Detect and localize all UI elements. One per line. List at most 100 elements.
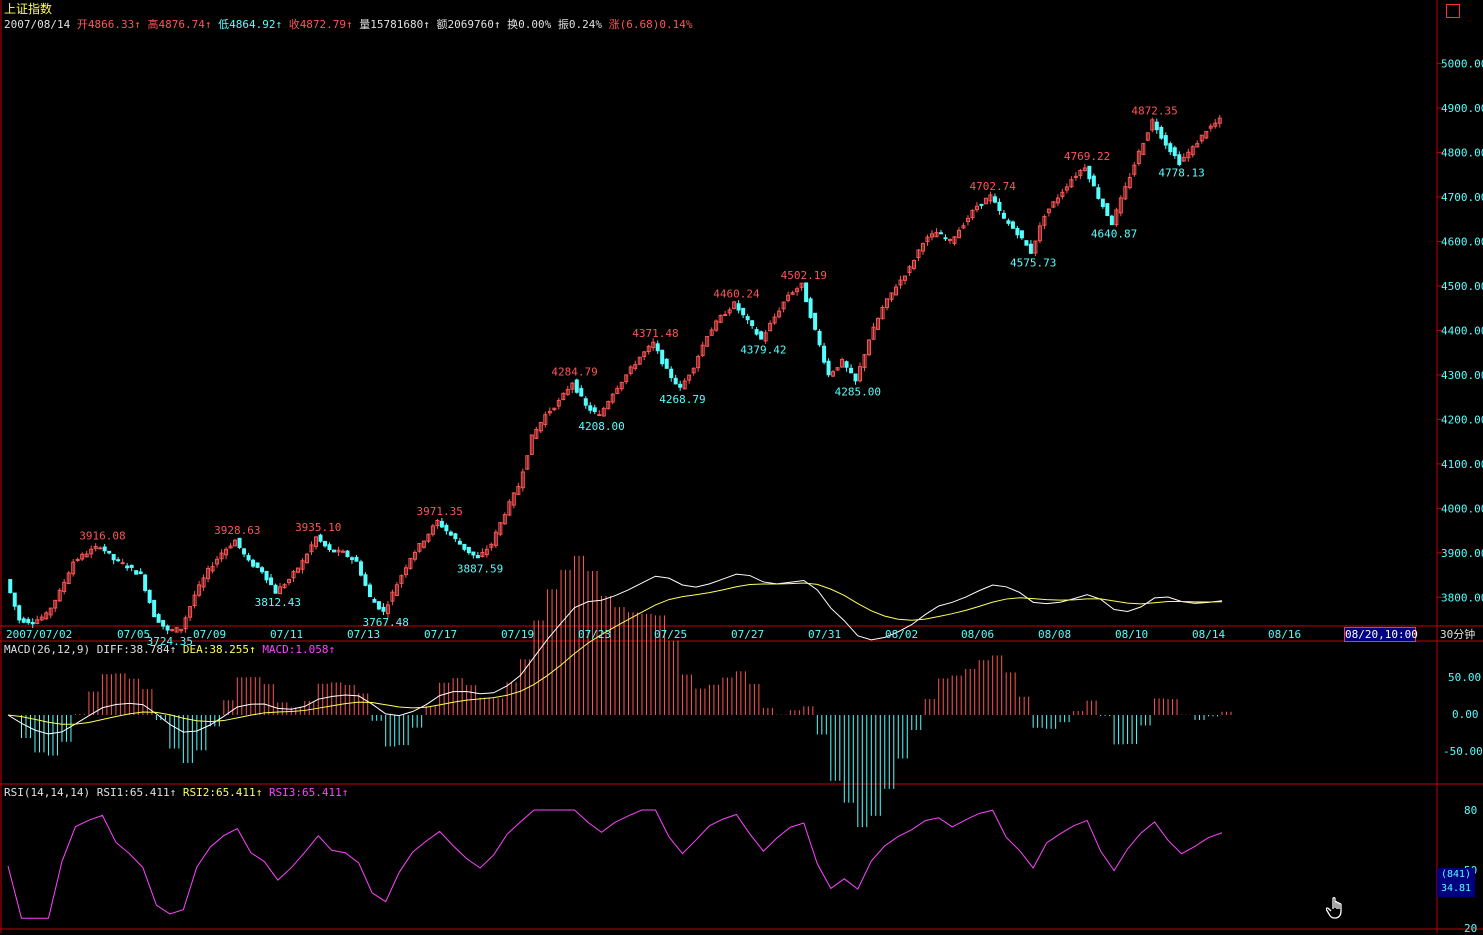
candle-body: [12, 592, 17, 607]
candle-body: [376, 601, 381, 610]
candle-body: [57, 589, 62, 602]
low-price-label: 4268.79: [659, 393, 705, 406]
candle-body: [520, 471, 525, 489]
candle-body: [1087, 165, 1092, 180]
price-tick-label: 3900.00: [1441, 547, 1483, 560]
candle-body: [691, 367, 696, 374]
candle-body: [358, 561, 363, 576]
candle-body: [678, 383, 683, 388]
date-tick-label: 08/10: [1115, 628, 1149, 641]
open-label: 开: [76, 18, 88, 31]
candle-body: [826, 360, 831, 376]
candle-body: [246, 554, 251, 561]
candle-body: [768, 322, 773, 332]
low-price-label: 4379.42: [740, 344, 786, 357]
candle-body: [831, 371, 836, 377]
window-toggle-icon[interactable]: [1446, 4, 1460, 18]
candle-body: [718, 314, 723, 323]
low-price-label: 3887.59: [457, 562, 503, 575]
period-label[interactable]: 30分钟: [1440, 628, 1476, 641]
candle-body: [687, 374, 692, 381]
candle-body: [660, 349, 665, 365]
candle-body: [952, 236, 957, 244]
rsi-title: RSI(14,14,14): [4, 786, 91, 799]
candle-body: [929, 233, 934, 238]
candle-body: [610, 393, 615, 403]
candle-body: [867, 339, 872, 356]
candle-body: [462, 543, 467, 550]
date-tick-label: 08/02: [885, 628, 919, 641]
candle-body: [170, 629, 175, 632]
candle-body: [260, 567, 265, 573]
candle-body: [912, 259, 917, 269]
candle-body: [552, 407, 557, 411]
candle-body: [1001, 212, 1006, 219]
candle-body: [619, 381, 624, 390]
candle-body: [417, 542, 422, 552]
price-tick-label: 3800.00: [1441, 591, 1483, 604]
candle-body: [129, 564, 134, 569]
change-value: (6.68)0.14%: [619, 18, 693, 31]
candle-body: [1132, 164, 1137, 175]
candle-body: [390, 591, 395, 602]
candle-body: [93, 545, 98, 550]
candle-body: [345, 550, 350, 557]
low-value: 4864.92: [229, 18, 276, 31]
candle-body: [502, 514, 507, 525]
candle-body: [988, 194, 993, 202]
candle-body: [651, 341, 656, 349]
open-value: 4866.33: [87, 18, 135, 31]
candle-body: [1123, 186, 1128, 200]
candle-body: [628, 366, 633, 374]
candle-body: [858, 366, 863, 382]
candle-body: [759, 331, 764, 340]
candle-body: [1010, 221, 1015, 229]
macd-dea: DEA:38.255: [182, 643, 250, 656]
candle-body: [1033, 240, 1038, 254]
price-tick-label: 4900.00: [1441, 102, 1483, 115]
candle-body: [354, 556, 359, 562]
high-price-label: 3935.10: [295, 521, 341, 534]
candle-body: [1015, 228, 1020, 236]
candle-body: [242, 548, 247, 555]
volume-value: 15781680: [370, 18, 424, 31]
candle-body: [48, 607, 53, 616]
candle-body: [633, 364, 638, 369]
macd-tick-50: 50.00: [1448, 671, 1482, 684]
candle-body: [516, 486, 521, 495]
candle-body: [709, 329, 714, 336]
rsi3-value: RSI3:65.411: [268, 786, 342, 799]
candle-body: [89, 548, 94, 555]
candle-body: [1172, 147, 1177, 157]
candle-body: [188, 606, 193, 618]
quote-date: 2007/08/14: [4, 18, 71, 31]
date-tick-label: 07/27: [731, 628, 765, 641]
macd-tick-neg50: -50.00: [1443, 745, 1483, 758]
candle-body: [336, 549, 341, 553]
candle-body: [134, 570, 139, 575]
high-price-label: 4872.35: [1131, 104, 1177, 117]
rsi-tick-20: 20: [1464, 922, 1478, 935]
candle-body: [327, 544, 332, 551]
candle-body: [1100, 198, 1105, 207]
high-value: 4876.74: [158, 18, 205, 31]
candle-body: [403, 567, 408, 576]
candle-body: [1046, 208, 1051, 214]
candle-body: [1019, 230, 1024, 239]
candle-body: [1150, 119, 1155, 131]
candle-body: [206, 567, 211, 580]
candle-body: [156, 614, 161, 623]
candle-body: [1181, 156, 1186, 162]
candle-body: [565, 388, 570, 395]
candle-body: [714, 320, 719, 331]
candle-body: [62, 581, 67, 593]
candle-body: [1127, 176, 1132, 188]
price-tick-label: 5000.00: [1441, 58, 1483, 71]
candle-body: [844, 361, 849, 368]
candle-body: [71, 561, 76, 575]
candle-body: [1213, 122, 1218, 127]
date-tick-label: 07/09: [193, 628, 227, 641]
candle-body: [120, 562, 125, 565]
candle-body: [889, 292, 894, 300]
